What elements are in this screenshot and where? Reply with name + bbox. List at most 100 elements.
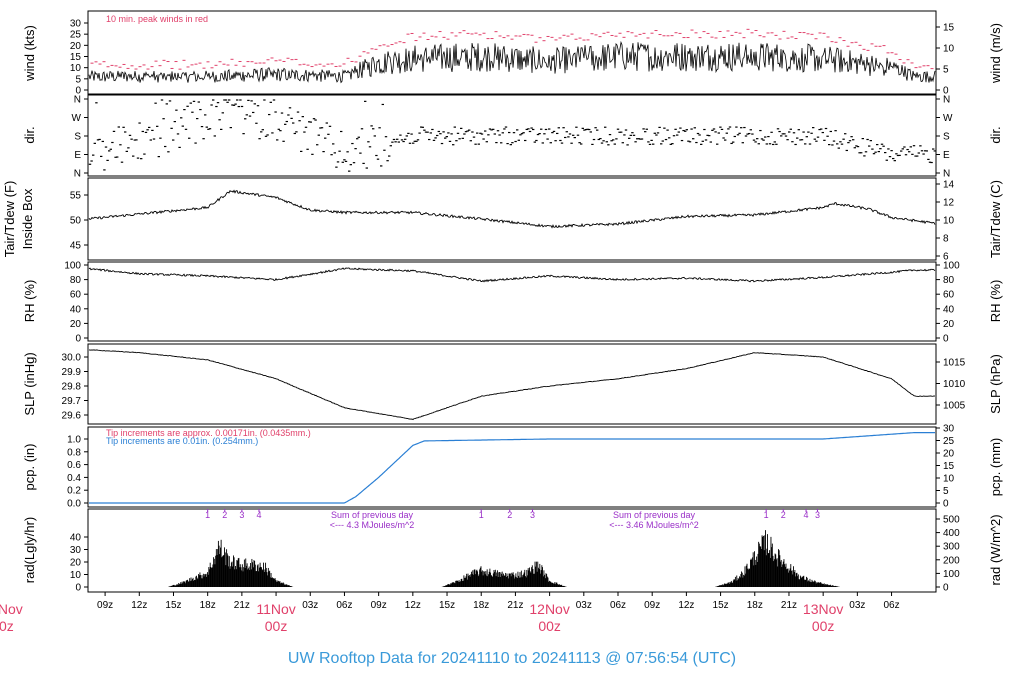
slp-right-tick-label: 1010 [943, 379, 966, 390]
rh-right-tick-label: 60 [943, 290, 955, 301]
wind-ylabel-right: wind (m/s) [988, 23, 1003, 84]
temp-ylabel-left2: Inside Box [20, 188, 35, 249]
rh-left-tick-label: 0 [75, 334, 81, 345]
pcp-note-2: Tip increments are 0.01in. (0.254mm.) [106, 436, 258, 446]
x-tick-label: 03z [849, 600, 865, 611]
pcp-left-tick-label: 0.2 [67, 486, 81, 497]
temp-left-tick-label: 45 [70, 241, 82, 252]
x-tick-label: 21z [781, 600, 797, 611]
wind-left-tick-label: 0 [75, 86, 81, 97]
wind-ylabel-left: wind (kts) [22, 25, 37, 82]
temp-right-tick-label: 12 [943, 198, 955, 209]
temp-series-line [88, 189, 936, 229]
wind-right-tick-label: 10 [943, 44, 955, 55]
pcp-ylabel-left: pcp. (in) [22, 444, 37, 491]
panel-pcp: Tip increments are approx. 0.00171in. (0… [22, 424, 1003, 510]
wind-left-tick-label: 15 [70, 52, 82, 63]
rh-left-tick-label: 60 [70, 290, 82, 301]
pcp-left-ticks: 0.0 0.2 0.4 0.6 0.81.0 [67, 435, 88, 510]
wind-left-tick-label: 5 [75, 74, 81, 85]
rad-hour-mark: 3 [239, 510, 244, 520]
temp-ylabel-right: Tair/Tdew (C) [988, 180, 1003, 258]
x-tick-label: 18z [747, 600, 763, 611]
rh-series-line [88, 267, 936, 283]
rh-right-tick-label: 20 [943, 319, 955, 330]
temp-ylabel-left: Tair/Tdew (F) [2, 181, 17, 258]
wind-right-tick-label: 5 [943, 65, 949, 76]
rad-hour-mark: 2 [507, 510, 512, 520]
day-label: 11Nov [256, 601, 295, 617]
wind-left-tick-label: 25 [70, 30, 82, 41]
day-label-time: 00z [265, 618, 288, 634]
x-tick-label: 18z [473, 600, 489, 611]
wind-peak-marks [90, 28, 934, 70]
pcp-left-tick-label: 0.0 [67, 499, 81, 510]
day-label-time: 00z [538, 618, 561, 634]
rad-hour-mark: 3 [815, 510, 820, 520]
x-tick-label: 03z [302, 600, 318, 611]
panel-wind: 10 min. peak winds in red wind (kts) win… [22, 10, 1003, 97]
slp-left-tick-label: 29.6 [62, 411, 82, 422]
rh-left-tick-label: 80 [70, 275, 82, 286]
x-tick-label: 09z [371, 600, 387, 611]
rad-hour-mark: 4 [256, 510, 261, 520]
slp-left-ticks: 29.6 29.7 29.8 29.9 30.0 [62, 353, 88, 422]
dir-right-tick-label: N [943, 169, 950, 180]
x-tick-label: 21z [234, 600, 250, 611]
temp-right-tick-label: 8 [943, 234, 949, 245]
x-tick-label: 06z [610, 600, 626, 611]
dir-left-tick-label: W [72, 113, 82, 124]
day-label-time: 00z [0, 618, 14, 634]
slp-series-line [88, 349, 936, 421]
rh-right-tick-label: 0 [943, 334, 949, 345]
rad-annotation-2-line2: <--- 3.46 MJoules/m^2 [609, 520, 699, 530]
pcp-right-tick-label: 20 [943, 449, 955, 460]
x-tick-label: 06z [336, 600, 352, 611]
rad-left-tick-label: 0 [75, 583, 81, 594]
day-label-time: 00z [812, 618, 835, 634]
rh-right-tick-label: 40 [943, 304, 955, 315]
temp-right-tick-label: 6 [943, 252, 949, 263]
pcp-right-tick-label: 15 [943, 461, 955, 472]
x-axis-day-labels: 10Nov00z11Nov00z12Nov00z13Nov00z [0, 601, 843, 634]
panel-wind-frame [87, 10, 937, 95]
pcp-note-1: Tip increments are approx. 0.00171in. (0… [106, 428, 311, 438]
rh-left-tick-label: 40 [70, 304, 82, 315]
rad-right-ticks: 0 100 200 300 400 500 [936, 515, 960, 594]
slp-right-tick-label: 1015 [943, 358, 966, 369]
rad-right-tick-label: 100 [943, 569, 960, 580]
rad-left-tick-label: 40 [70, 533, 82, 544]
day-label: 10Nov [0, 601, 23, 617]
rad-ylabel-right: rad (W/m^2) [988, 514, 1003, 585]
pcp-right-tick-label: 5 [943, 486, 949, 497]
rad-hour-mark: 4 [804, 510, 809, 520]
dir-right-tick-label: S [943, 132, 950, 143]
rad-hour-marks: 1 2 3 4 1 2 3 1 2 34 [205, 509, 820, 520]
rh-left-tick-label: 100 [64, 261, 81, 272]
rad-annotation-1-line2: <--- 4.3 MJoules/m^2 [330, 520, 415, 530]
footer-title: UW Rooftop Data for 20241110 to 20241113… [287, 650, 737, 667]
dir-right-tick-label: N [943, 95, 950, 106]
slp-left-tick-label: 29.7 [62, 396, 82, 407]
temp-right-tick-label: 10 [943, 216, 955, 227]
temp-right-ticks: 6 8 10 12 14 [936, 180, 955, 263]
rad-right-tick-label: 500 [943, 515, 960, 526]
dir-left-tick-label: N [74, 169, 81, 180]
x-axis-ticks: 09z 12z 15z 18z 21z 03z 06z 09z 12z 15z 18z 21z 03z 0… [97, 592, 900, 611]
slp-left-tick-label: 30.0 [62, 353, 82, 364]
dir-ylabel-right: dir. [988, 126, 1003, 143]
rad-ylabel-left: rad(Lgly/hr) [22, 517, 37, 583]
rh-ylabel-right: RH (%) [988, 280, 1003, 323]
wind-note: 10 min. peak winds in red [106, 14, 208, 24]
panel-temp-frame [87, 177, 937, 261]
rad-left-tick-label: 10 [70, 570, 82, 581]
dir-ylabel-left: dir. [22, 126, 37, 143]
wind-left-tick-label: 30 [70, 19, 82, 30]
rad-hour-mark: 1 [479, 510, 484, 520]
pcp-right-tick-label: 30 [943, 424, 955, 435]
